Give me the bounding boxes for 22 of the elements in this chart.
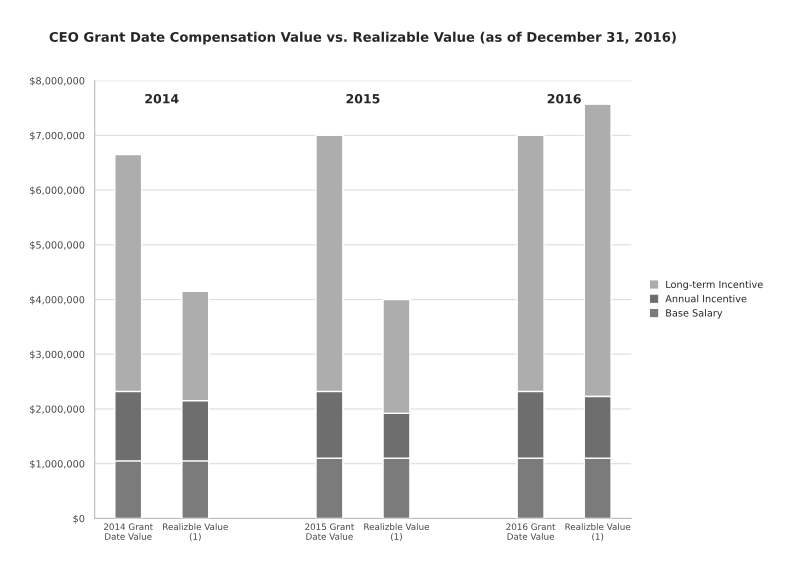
annotation: 2014 bbox=[145, 94, 179, 104]
x-tick-label: Realizble Value (1) bbox=[565, 523, 630, 541]
annotation: 2015 bbox=[346, 94, 380, 104]
legend-label: Long-term Incentive bbox=[666, 280, 763, 290]
x-tick-label: Realizble Value (1) bbox=[364, 523, 430, 541]
legend-label: Annual Incentive bbox=[665, 294, 746, 302]
y-tick-label: $4,000,000 bbox=[30, 296, 84, 305]
y-tick-label: $1,000,000 bbox=[30, 460, 84, 469]
y-tick-label: $7,000,000 bbox=[30, 132, 84, 140]
y-tick-label: $0 bbox=[73, 514, 84, 524]
x-tick-label: 2016 Grant Date Value bbox=[506, 523, 556, 540]
legend-label: Base Salary bbox=[666, 309, 722, 318]
y-tick-label: $6,000,000 bbox=[30, 186, 84, 196]
y-tick-label: $2,000,000 bbox=[30, 405, 84, 414]
y-tick-label: $3,000,000 bbox=[30, 350, 84, 360]
x-tick-label: Realizble Value (1) bbox=[163, 523, 228, 541]
y-tick-label: $8,000,000 bbox=[30, 76, 84, 86]
y-tick-label: $5,000,000 bbox=[30, 241, 84, 250]
x-tick-label: 2015 Grant Date Value bbox=[305, 523, 354, 540]
chart-title: CEO Grant Date Compensation Value vs. Realizable Value (as of December 31, 2016) bbox=[50, 32, 676, 44]
annotation: 2016 bbox=[548, 94, 581, 104]
x-tick-label: 2014 Grant Date Value bbox=[104, 523, 153, 540]
